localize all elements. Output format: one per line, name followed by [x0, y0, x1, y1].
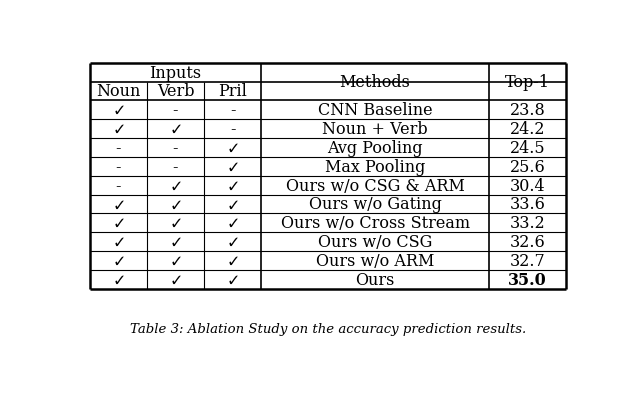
- Text: Max Pooling: Max Pooling: [325, 158, 426, 175]
- Text: 35.0: 35.0: [508, 271, 547, 288]
- Text: $\checkmark$: $\checkmark$: [226, 235, 239, 249]
- Text: $\checkmark$: $\checkmark$: [112, 272, 125, 287]
- Text: 33.6: 33.6: [509, 196, 545, 213]
- Text: $\checkmark$: $\checkmark$: [226, 141, 239, 156]
- Text: $\checkmark$: $\checkmark$: [112, 235, 125, 249]
- Text: $\checkmark$: $\checkmark$: [169, 272, 182, 287]
- Text: 32.7: 32.7: [510, 252, 545, 269]
- Text: $\checkmark$: $\checkmark$: [226, 216, 239, 231]
- Text: Top-1: Top-1: [505, 74, 550, 91]
- Text: Ours w/o CSG & ARM: Ours w/o CSG & ARM: [285, 177, 465, 194]
- Text: -: -: [173, 158, 178, 175]
- Text: 25.6: 25.6: [510, 158, 545, 175]
- Text: Table 3: Ablation Study on the accuracy prediction results.: Table 3: Ablation Study on the accuracy …: [130, 323, 526, 336]
- Text: Methods: Methods: [340, 74, 410, 91]
- Text: $\checkmark$: $\checkmark$: [169, 178, 182, 193]
- Text: Noun + Verb: Noun + Verb: [323, 121, 428, 138]
- Text: $\checkmark$: $\checkmark$: [112, 253, 125, 268]
- Text: -: -: [230, 121, 236, 138]
- Text: Ours w/o Gating: Ours w/o Gating: [308, 196, 442, 213]
- Text: -: -: [116, 140, 121, 156]
- Text: Pril: Pril: [218, 83, 247, 100]
- Text: Ours w/o ARM: Ours w/o ARM: [316, 252, 435, 269]
- Text: $\checkmark$: $\checkmark$: [112, 197, 125, 212]
- Text: -: -: [116, 177, 121, 194]
- Text: $\checkmark$: $\checkmark$: [169, 122, 182, 137]
- Text: -: -: [173, 140, 178, 156]
- Text: 24.2: 24.2: [510, 121, 545, 138]
- Text: Ours w/o Cross Stream: Ours w/o Cross Stream: [280, 215, 470, 232]
- Text: $\checkmark$: $\checkmark$: [112, 216, 125, 231]
- Text: -: -: [230, 102, 236, 119]
- Text: $\checkmark$: $\checkmark$: [169, 253, 182, 268]
- Text: Ours: Ours: [355, 271, 395, 288]
- Text: $\checkmark$: $\checkmark$: [226, 272, 239, 287]
- Text: -: -: [116, 158, 121, 175]
- Text: 24.5: 24.5: [510, 140, 545, 156]
- Text: CNN Baseline: CNN Baseline: [318, 102, 433, 119]
- Text: $\checkmark$: $\checkmark$: [112, 103, 125, 118]
- Text: Inputs: Inputs: [149, 65, 202, 81]
- Text: 32.6: 32.6: [510, 233, 545, 251]
- Text: 23.8: 23.8: [510, 102, 545, 119]
- Text: $\checkmark$: $\checkmark$: [169, 216, 182, 231]
- Text: 33.2: 33.2: [510, 215, 545, 232]
- Text: 30.4: 30.4: [510, 177, 545, 194]
- Text: $\checkmark$: $\checkmark$: [226, 253, 239, 268]
- Text: Noun: Noun: [96, 83, 141, 100]
- Text: $\checkmark$: $\checkmark$: [226, 159, 239, 174]
- Text: Verb: Verb: [157, 83, 194, 100]
- Text: Avg Pooling: Avg Pooling: [327, 140, 423, 156]
- Text: $\checkmark$: $\checkmark$: [112, 122, 125, 137]
- Text: $\checkmark$: $\checkmark$: [226, 197, 239, 212]
- Text: Ours w/o CSG: Ours w/o CSG: [318, 233, 432, 251]
- Text: $\checkmark$: $\checkmark$: [169, 197, 182, 212]
- Text: $\checkmark$: $\checkmark$: [226, 178, 239, 193]
- Text: -: -: [173, 102, 178, 119]
- Text: $\checkmark$: $\checkmark$: [169, 235, 182, 249]
